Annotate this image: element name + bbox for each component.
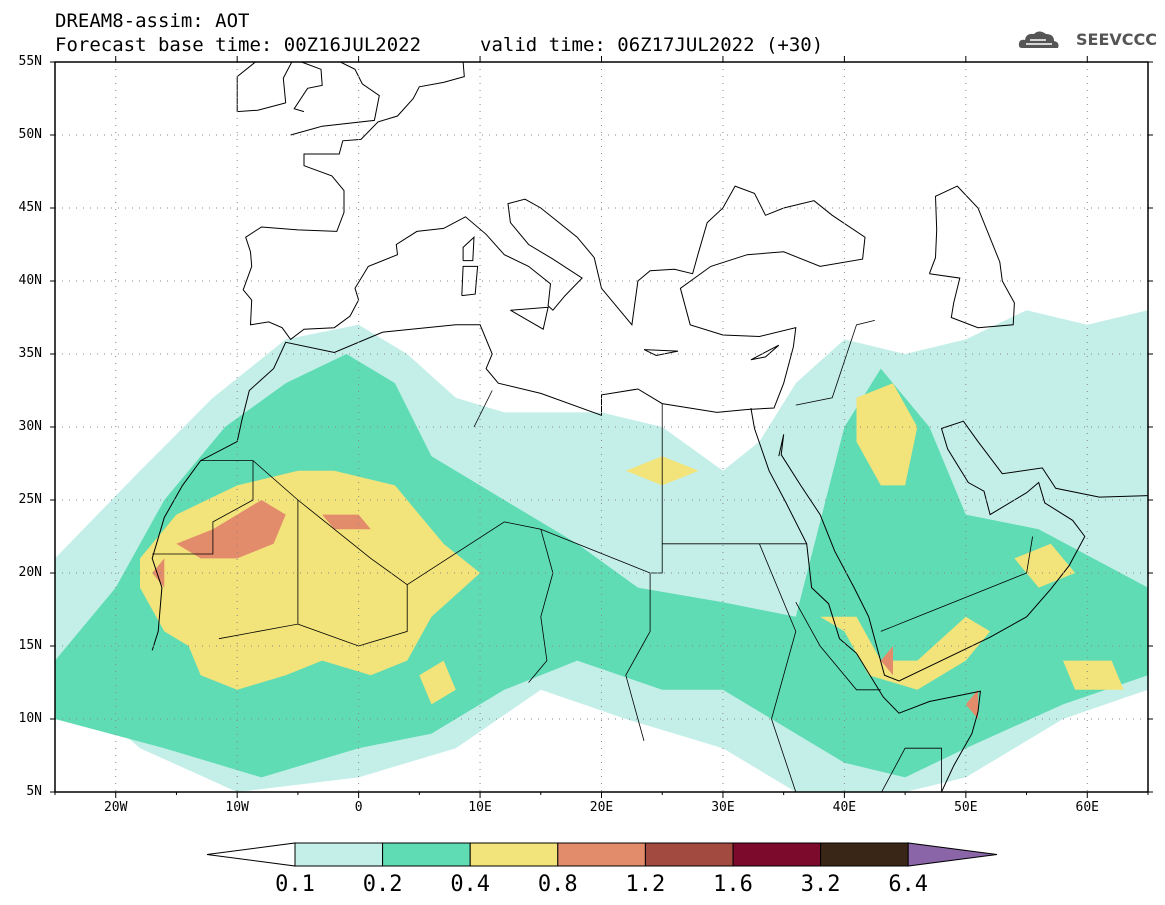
coastline: [151, 62, 866, 651]
lat-label: 25N: [18, 492, 42, 507]
graticule: [55, 62, 1148, 792]
colorbar-label: 0.4: [450, 872, 491, 897]
aot-region-0.8: [176, 500, 286, 559]
aot-region-0.8: [965, 689, 978, 719]
lon-label: 30E: [711, 800, 735, 815]
base-time: Forecast base time: 00Z16JUL2022: [55, 34, 422, 56]
aot-region-0.4: [1063, 660, 1124, 690]
coastline: [462, 235, 475, 262]
cloud-logo-icon: [1018, 31, 1059, 48]
aot-region-0.4: [820, 616, 991, 690]
colorbar-over-triangle: [907, 842, 998, 867]
logo-text: SEEVCCC: [1076, 30, 1157, 49]
coastline: [643, 349, 679, 357]
lat-label: 10N: [18, 711, 42, 726]
lat-label: 55N: [18, 54, 42, 69]
country-border: [218, 460, 299, 640]
lon-label: 10W: [225, 800, 249, 815]
lat-label: 15N: [18, 638, 42, 653]
colorbar-label: 6.4: [888, 872, 929, 897]
lon-label: 60E: [1075, 800, 1099, 815]
country-border: [473, 390, 493, 428]
chart-title: DREAM8-assim: AOT: [55, 10, 250, 32]
colorbar-box: [732, 842, 822, 867]
valid-time: valid time: 06Z17JUL2022 (+30): [480, 34, 824, 56]
lat-label: 30N: [18, 419, 42, 434]
country-border: [297, 499, 408, 647]
coastline: [750, 344, 780, 361]
axis-ticks: [50, 56, 1153, 798]
country-border: [880, 536, 1033, 632]
lat-label: 20N: [18, 565, 42, 580]
coastline: [778, 420, 1148, 682]
lon-label: 0: [354, 800, 363, 815]
colorbar-box: [557, 842, 646, 867]
country-border: [650, 403, 663, 574]
aot-region-0.8: [880, 646, 893, 676]
colorbar-label: 0.1: [275, 872, 315, 897]
colorbar-label: 0.2: [362, 872, 403, 897]
colorbar-box: [294, 842, 384, 867]
colorbar-label: 3.2: [800, 872, 841, 897]
lat-label: 45N: [18, 200, 42, 215]
country-border: [795, 602, 881, 691]
aot-region-0.8: [152, 558, 165, 588]
colorbar-label: 0.8: [537, 872, 578, 897]
country-border: [540, 528, 651, 742]
colorbar-label: 1.2: [625, 872, 666, 897]
colorbar-box: [820, 842, 909, 867]
coastline: [293, 62, 323, 113]
colorbar: [206, 842, 998, 867]
coastline: [290, 62, 380, 136]
colorbar-label: 1.6: [713, 872, 753, 897]
country-border: [759, 543, 797, 792]
lat-label: 35N: [18, 346, 42, 361]
lon-label: 10E: [468, 800, 492, 815]
coastlines: [151, 62, 1148, 792]
coastline: [750, 407, 981, 792]
aot-region-0.8: [322, 514, 371, 530]
colorbar-box: [469, 842, 559, 867]
lon-label: 50E: [954, 800, 978, 815]
lat-label: 5N: [26, 784, 42, 799]
country-border: [795, 320, 875, 406]
lat-label: 40N: [18, 273, 42, 288]
country-border: [881, 747, 942, 792]
colorbar-box: [644, 842, 734, 867]
lon-label: 40E: [832, 800, 857, 815]
coastline: [461, 265, 479, 297]
aot-region-0.4: [419, 660, 456, 705]
lon-label: 20E: [589, 800, 614, 815]
country-border: [152, 460, 254, 555]
aot-fields: [55, 310, 1148, 792]
coastline: [236, 62, 293, 113]
aot-region-0.4: [856, 383, 918, 486]
coastline: [510, 306, 549, 330]
colorbar-box: [382, 842, 471, 867]
colorbar-under-triangle: [206, 842, 296, 867]
coastline: [928, 185, 1015, 329]
lon-label: 20W: [103, 800, 128, 815]
lat-label: 50N: [18, 127, 42, 142]
